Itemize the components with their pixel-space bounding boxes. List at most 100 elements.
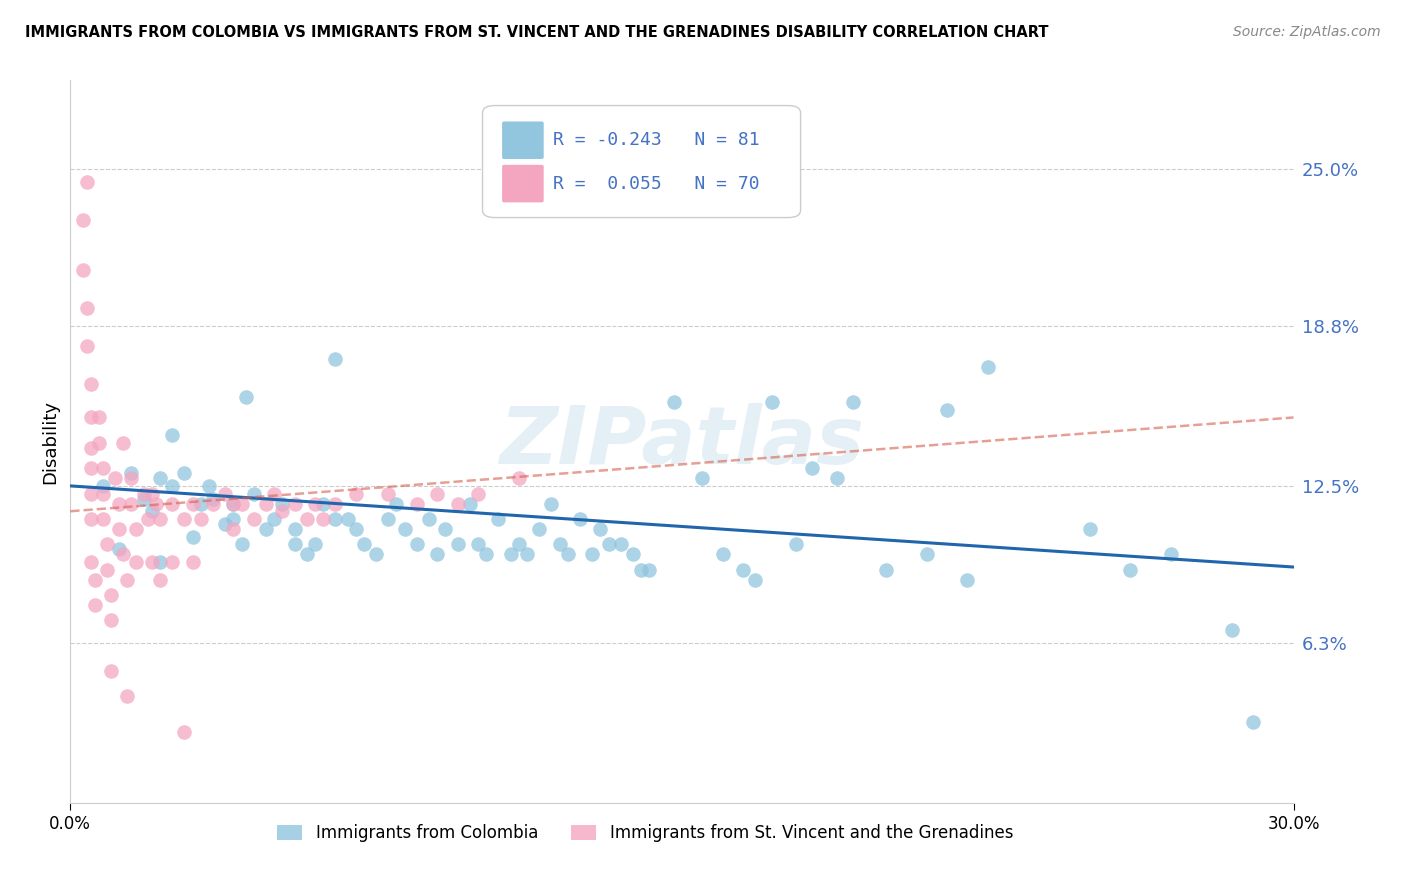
Point <box>181 497 204 511</box>
Point <box>222 522 245 536</box>
Point <box>353 537 375 551</box>
Point <box>1241 714 1264 729</box>
Point <box>222 497 245 511</box>
Point <box>79 461 103 475</box>
Point <box>79 512 103 526</box>
Point <box>406 497 429 511</box>
Point <box>263 486 285 500</box>
Point <box>638 563 661 577</box>
Point <box>117 690 139 704</box>
Point <box>96 563 118 577</box>
Point <box>304 497 326 511</box>
Point <box>173 512 195 526</box>
Point <box>312 497 335 511</box>
Point <box>121 497 143 511</box>
Point <box>79 377 103 392</box>
Point <box>96 537 118 551</box>
Point <box>263 512 285 526</box>
Text: R =  0.055   N = 70: R = 0.055 N = 70 <box>554 175 761 193</box>
Point <box>149 573 172 587</box>
Point <box>284 537 307 551</box>
Point <box>149 471 172 485</box>
Point <box>124 522 146 536</box>
Point <box>344 522 367 536</box>
Point <box>785 537 807 551</box>
Point <box>304 537 326 551</box>
FancyBboxPatch shape <box>482 105 800 218</box>
Point <box>690 471 713 485</box>
Point <box>87 435 110 450</box>
Point <box>162 497 183 511</box>
Point <box>72 212 94 227</box>
Point <box>499 547 522 561</box>
Point <box>426 486 449 500</box>
Point <box>117 573 139 587</box>
Text: Source: ZipAtlas.com: Source: ZipAtlas.com <box>1233 25 1381 39</box>
Point <box>83 573 105 587</box>
Point <box>271 497 294 511</box>
Point <box>458 497 481 511</box>
Point <box>198 479 221 493</box>
Point <box>630 563 652 577</box>
Point <box>336 512 359 526</box>
Point <box>467 486 489 500</box>
Point <box>254 522 277 536</box>
Point <box>231 537 253 551</box>
Point <box>173 724 195 739</box>
Point <box>295 547 318 561</box>
Point <box>394 522 416 536</box>
Point <box>136 512 159 526</box>
Point <box>284 522 307 536</box>
Point <box>162 428 183 442</box>
Point <box>284 497 307 511</box>
Point <box>132 491 155 506</box>
Point <box>1119 563 1142 577</box>
Point <box>100 664 122 678</box>
Point <box>915 547 938 561</box>
Point <box>344 486 367 500</box>
FancyBboxPatch shape <box>502 121 544 159</box>
Point <box>540 497 562 511</box>
Point <box>162 555 183 569</box>
Point <box>1160 547 1182 561</box>
Point <box>121 467 143 481</box>
Point <box>124 555 146 569</box>
Point <box>76 339 98 353</box>
Point <box>598 537 620 551</box>
Point <box>610 537 633 551</box>
Text: ZIPatlas: ZIPatlas <box>499 402 865 481</box>
Point <box>91 486 114 500</box>
Point <box>141 504 163 518</box>
Point <box>104 471 127 485</box>
Point <box>79 441 103 455</box>
Point <box>190 497 212 511</box>
Point <box>323 497 347 511</box>
Point <box>1220 624 1243 638</box>
Point <box>91 461 114 475</box>
Point <box>121 471 143 485</box>
Point <box>447 537 470 551</box>
Point <box>79 486 103 500</box>
Point <box>434 522 457 536</box>
Point <box>243 486 266 500</box>
Point <box>112 547 135 561</box>
Point <box>141 555 163 569</box>
Point <box>508 471 530 485</box>
Point <box>761 395 783 409</box>
Point <box>662 395 685 409</box>
Point <box>825 471 848 485</box>
Point <box>467 537 489 551</box>
Point <box>1078 522 1101 536</box>
Point <box>132 486 155 500</box>
Point <box>162 479 183 493</box>
Point <box>181 555 204 569</box>
Point <box>76 175 98 189</box>
Point <box>222 512 245 526</box>
Point <box>475 547 498 561</box>
Point <box>72 263 94 277</box>
Point <box>385 497 408 511</box>
Point <box>79 410 103 425</box>
Point <box>581 547 603 561</box>
Point <box>108 522 131 536</box>
Text: R = -0.243   N = 81: R = -0.243 N = 81 <box>554 131 761 149</box>
